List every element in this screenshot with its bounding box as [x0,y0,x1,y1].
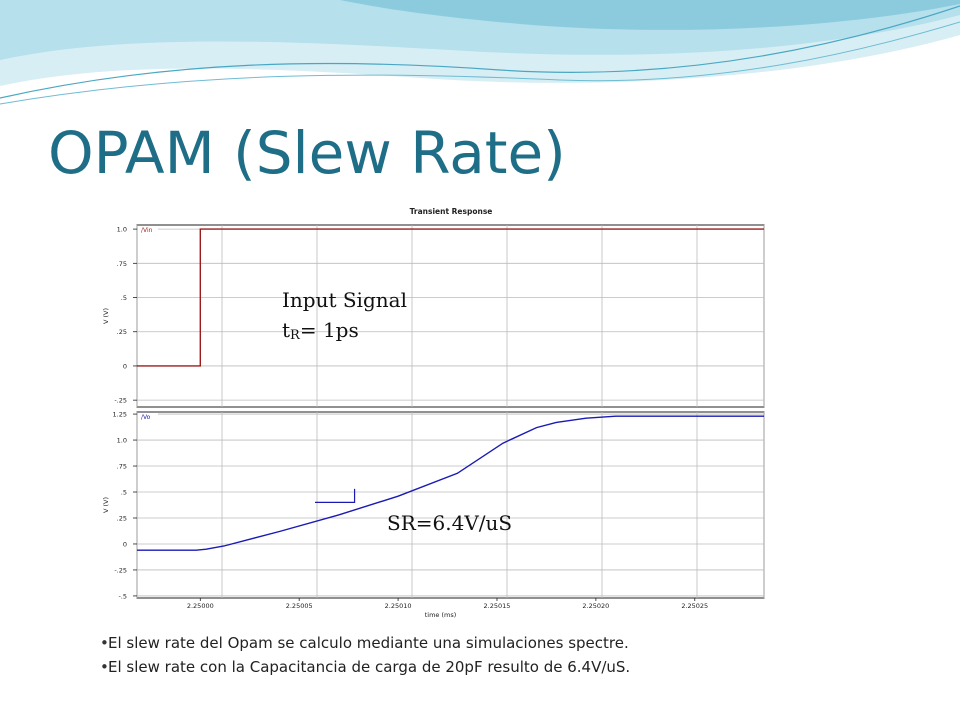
plot-frame [136,224,765,408]
x-tick-label: 2.25010 [385,602,412,610]
slew-rate-annotation: SR=6.4V/uS [387,511,512,535]
bullet-list: El slew rate del Opam se calculo mediant… [100,631,630,679]
x-tick-label: 2.25000 [187,602,214,610]
header-banner-decoration [0,0,960,105]
plot-frame [136,411,765,599]
y-axis-label: V (V) [102,308,110,324]
legend-box [138,413,158,420]
x-tick-label: 2.25025 [681,602,708,610]
banner-curve-line-1 [0,5,960,99]
legend-label: /Vo [141,414,151,421]
slide-title: OPAM (Slew Rate) [48,119,566,187]
y-tick-label: -.25 [114,397,127,405]
x-tick-label: 2.25020 [582,602,609,610]
y-tick-label: 1.0 [117,437,127,445]
y-tick-label: .75 [117,463,127,471]
y-tick-label: 1.0 [117,226,127,234]
y-tick-label: .25 [117,514,127,522]
y-tick-label: -.25 [114,566,127,574]
rise-time-t: t [282,318,290,342]
rise-time-subscript: R [290,328,301,343]
x-tick-label: 2.25015 [484,602,511,610]
slew-rate-slope-marker [315,488,356,504]
x-tick-label: 2.25005 [286,602,313,610]
x-axis-label: time (ms) [425,611,457,619]
y-axis-label: V (V) [102,497,110,513]
series-line [137,228,764,367]
bullet-item: El slew rate del Opam se calculo mediant… [100,631,630,655]
y-tick-label: -.5 [118,592,127,600]
chart-canvas: Transient Response 1.0 .75 .5 .25 0 -.25 V (V) /… [97,200,765,620]
rise-time-annotation: tR= 1ps [282,318,359,343]
legend-box [138,226,158,233]
y-tick-label: 1.25 [113,411,127,419]
bullet-item: El slew rate con la Capacitancia de carg… [100,655,630,679]
rise-time-value: = 1ps [300,318,359,342]
chart-plot-layer: Transient Response 1.0 .75 .5 .25 0 -.25 V (V) /… [97,200,765,620]
banner-wave-dark [340,0,960,30]
y-tick-label: .5 [121,294,127,302]
banner-curve-line-2 [0,21,960,105]
chart-title: Transient Response [410,207,493,216]
y-tick-label: .75 [117,260,127,268]
input-signal-annotation: Input Signal [282,288,407,312]
y-tick-label: .5 [121,489,127,497]
legend-label: /Vin [141,227,153,234]
transient-response-chart: Transient Response 1.0 .75 .5 .25 0 -.25 V (V) /… [97,200,765,620]
series-line [137,415,764,551]
y-tick-label: 0 [123,540,127,548]
y-tick-label: 0 [123,362,127,370]
y-tick-label: .25 [117,328,127,336]
